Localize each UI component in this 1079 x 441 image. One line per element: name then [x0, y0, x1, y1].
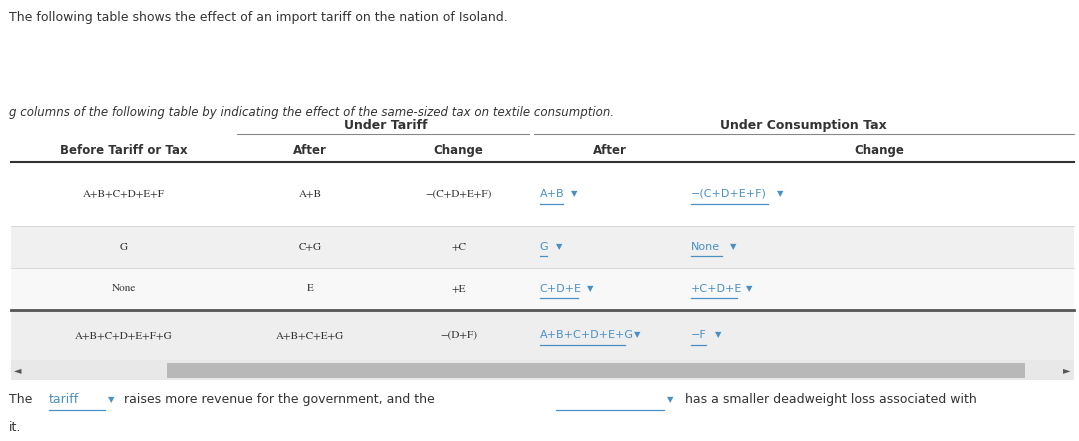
Text: ►: ► — [1063, 365, 1070, 375]
Text: ▼: ▼ — [777, 189, 783, 198]
Text: tariff: tariff — [49, 392, 79, 406]
FancyBboxPatch shape — [167, 363, 1025, 378]
Text: C+D+E: C+D+E — [540, 284, 582, 294]
Text: ▼: ▼ — [633, 330, 640, 340]
Text: G: G — [540, 242, 548, 252]
Text: After: After — [592, 144, 627, 157]
FancyBboxPatch shape — [11, 310, 1074, 360]
Text: A+B+C+D+E+F+G: A+B+C+D+E+F+G — [76, 330, 173, 340]
Text: C+G: C+G — [299, 242, 322, 251]
Text: Before Tariff or Tax: Before Tariff or Tax — [60, 144, 188, 157]
Text: Change: Change — [434, 144, 483, 157]
FancyBboxPatch shape — [11, 162, 1074, 226]
Text: ▼: ▼ — [746, 284, 752, 293]
Text: Change: Change — [855, 144, 904, 157]
Text: ▼: ▼ — [667, 395, 673, 404]
Text: +C: +C — [451, 242, 466, 251]
Text: raises more revenue for the government, and the: raises more revenue for the government, … — [124, 392, 435, 406]
Text: +E: +E — [451, 284, 466, 293]
Text: None: None — [691, 242, 720, 252]
Text: g columns of the following table by indicating the effect of the same-sized tax : g columns of the following table by indi… — [9, 106, 614, 119]
Text: ◄: ◄ — [14, 365, 22, 375]
Text: After: After — [293, 144, 327, 157]
Text: it.: it. — [9, 421, 21, 434]
Text: has a smaller deadweight loss associated with: has a smaller deadweight loss associated… — [685, 392, 976, 406]
Text: A+B: A+B — [540, 189, 564, 199]
Text: E: E — [306, 284, 314, 293]
Text: ▼: ▼ — [108, 395, 114, 404]
Text: −(D+F): −(D+F) — [440, 330, 477, 340]
Text: ▼: ▼ — [714, 330, 721, 340]
Text: Under Tariff: Under Tariff — [344, 120, 427, 132]
Text: −(C+D+E+F): −(C+D+E+F) — [425, 189, 492, 198]
Text: A+B+C+E+G: A+B+C+E+G — [276, 330, 344, 340]
Text: +C+D+E: +C+D+E — [691, 284, 742, 294]
Text: ▼: ▼ — [556, 242, 562, 251]
Text: −(C+D+E+F): −(C+D+E+F) — [691, 189, 766, 199]
Text: None: None — [112, 284, 136, 293]
Text: A+B: A+B — [299, 189, 322, 198]
Text: −F: −F — [691, 330, 707, 340]
FancyBboxPatch shape — [11, 360, 1074, 380]
Text: ▼: ▼ — [587, 284, 593, 293]
FancyBboxPatch shape — [11, 226, 1074, 268]
Text: ▼: ▼ — [572, 189, 578, 198]
FancyBboxPatch shape — [11, 268, 1074, 310]
Text: The following table shows the effect of an import tariff on the nation of Isolan: The following table shows the effect of … — [9, 11, 507, 24]
Text: G: G — [120, 242, 128, 251]
Text: The: The — [9, 392, 32, 406]
Text: A+B+C+D+E+G: A+B+C+D+E+G — [540, 330, 633, 340]
Text: A+B+C+D+E+F: A+B+C+D+E+F — [83, 189, 165, 198]
Text: Under Consumption Tax: Under Consumption Tax — [721, 120, 887, 132]
Text: ▼: ▼ — [730, 242, 737, 251]
